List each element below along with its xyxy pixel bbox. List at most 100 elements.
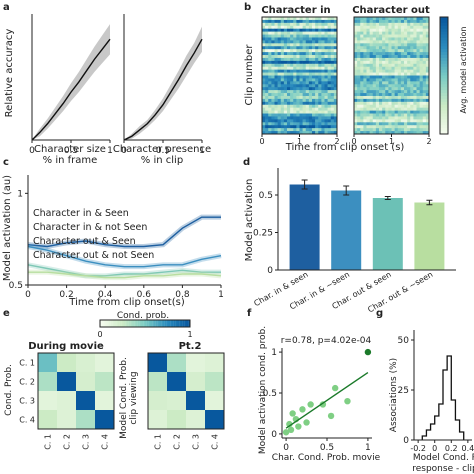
colorbar-segment bbox=[440, 125, 448, 129]
colorbar-segment bbox=[440, 110, 448, 114]
heatmap-cell bbox=[366, 19, 370, 24]
heatmap-cell bbox=[400, 55, 405, 59]
heatmap-cell bbox=[404, 78, 408, 82]
panel-e-heatmaps: C. 1 C. 2 C. 3 C. 4C. 1C. 2C. 3C. 4C. 1 C. 2… bbox=[19, 352, 225, 450]
heatmap-cell bbox=[283, 110, 288, 114]
heatmap-cell bbox=[416, 84, 420, 88]
heatmap-cell bbox=[290, 19, 294, 24]
heatmap-cell bbox=[385, 128, 389, 132]
series-line bbox=[27, 216, 221, 248]
heatmap-cell bbox=[375, 128, 380, 132]
heatmap-cell bbox=[324, 19, 328, 24]
heatmap-cell bbox=[410, 87, 414, 91]
heatmap-cell bbox=[379, 60, 383, 65]
heatmap-cell bbox=[312, 98, 316, 103]
matrix-frame bbox=[37, 352, 115, 430]
heatmap-cell bbox=[360, 28, 364, 32]
heatmap-cell bbox=[287, 66, 291, 70]
heatmap-cell bbox=[330, 63, 335, 68]
heatmap-cell bbox=[327, 101, 332, 106]
heatmap-cell bbox=[360, 55, 364, 59]
heatmap-cell bbox=[283, 78, 288, 82]
heatmap-cell bbox=[397, 25, 402, 29]
heatmap-cell bbox=[271, 69, 275, 73]
heatmap-cell bbox=[302, 37, 307, 41]
heatmap-cell bbox=[302, 43, 307, 47]
heatmap-cell bbox=[268, 113, 272, 117]
heatmap-cell bbox=[290, 93, 294, 97]
heatmap-cell bbox=[394, 75, 399, 79]
heatmap-cell bbox=[324, 69, 328, 73]
matrix-cell bbox=[38, 410, 58, 430]
heatmap-cell bbox=[425, 90, 430, 94]
matrix-cell bbox=[95, 391, 115, 411]
heatmap-cell bbox=[391, 75, 395, 79]
heatmap-cell bbox=[363, 122, 367, 126]
heatmap-cell bbox=[321, 60, 325, 65]
heatmap-cell bbox=[366, 66, 370, 70]
heatmap-cell bbox=[262, 17, 266, 21]
colorbar-segment bbox=[110, 320, 113, 327]
heatmap-cell bbox=[308, 116, 313, 120]
heatmap-cell bbox=[305, 60, 310, 65]
heatmap-cell bbox=[397, 84, 402, 88]
colorbar-segment bbox=[141, 320, 144, 327]
heatmap-cell bbox=[302, 128, 307, 132]
heatmap-cell bbox=[404, 90, 408, 94]
heatmap-cell bbox=[366, 60, 370, 65]
heatmap-cell bbox=[385, 55, 389, 59]
heatmap-cell bbox=[422, 125, 427, 129]
heatmap-cell bbox=[357, 31, 361, 35]
heatmap-cell bbox=[366, 90, 370, 94]
heatmap-cell bbox=[330, 17, 335, 21]
heatmap-cell bbox=[397, 40, 402, 44]
heatmap-cell bbox=[419, 69, 424, 73]
heatmap-cell bbox=[400, 52, 405, 56]
heatmap-cell bbox=[305, 63, 310, 68]
legend-entry: Character in & not Seen bbox=[33, 222, 147, 233]
heatmap-cell bbox=[397, 98, 402, 103]
heatmap-cell bbox=[333, 93, 338, 97]
matrix-cell bbox=[205, 391, 225, 411]
heatmap-cell bbox=[382, 81, 386, 85]
heatmap-cell bbox=[324, 43, 328, 47]
heatmap-cell bbox=[369, 72, 374, 76]
heatmap-cell bbox=[330, 78, 335, 82]
heatmap-cell bbox=[354, 122, 358, 126]
heatmap-cell bbox=[333, 90, 338, 94]
heatmap-cell bbox=[324, 75, 328, 79]
heatmap-cell bbox=[366, 122, 370, 126]
heatmap-cell bbox=[413, 63, 417, 68]
heatmap-cell bbox=[363, 125, 367, 129]
heatmap-cell bbox=[404, 75, 408, 79]
heatmap-cell bbox=[404, 119, 408, 123]
heatmap-cell bbox=[315, 46, 319, 50]
heatmap-cell bbox=[312, 22, 316, 27]
heatmap-cell bbox=[318, 40, 322, 44]
heatmap-cell bbox=[324, 116, 328, 120]
heatmap-cell bbox=[293, 101, 297, 106]
heatmap-cell bbox=[308, 90, 313, 94]
heatmap-cell bbox=[333, 113, 338, 117]
heatmap-cell bbox=[391, 119, 395, 123]
heatmap-cell bbox=[302, 72, 307, 76]
heatmap-cell bbox=[400, 81, 405, 85]
heatmap-cell bbox=[274, 55, 278, 59]
heatmap-cell bbox=[363, 84, 367, 88]
heatmap-cell bbox=[283, 55, 288, 59]
heatmap-cell bbox=[404, 113, 408, 117]
matrix-cell bbox=[38, 391, 58, 411]
panel-b-title-out: Character out bbox=[352, 5, 430, 16]
heatmap-cell bbox=[375, 110, 380, 114]
heatmap-cell bbox=[413, 69, 417, 73]
colorbar-segment bbox=[440, 78, 448, 82]
heatmap-cell bbox=[391, 98, 395, 103]
colorbar-segment bbox=[440, 17, 448, 21]
heatmap-cell bbox=[388, 78, 392, 82]
heatmap-cell bbox=[330, 37, 335, 41]
heatmap-cell bbox=[265, 55, 269, 59]
heatmap-cell bbox=[416, 25, 420, 29]
heatmap-cell bbox=[419, 52, 424, 56]
heatmap-cell bbox=[315, 107, 319, 111]
heatmap-cell bbox=[277, 122, 282, 126]
